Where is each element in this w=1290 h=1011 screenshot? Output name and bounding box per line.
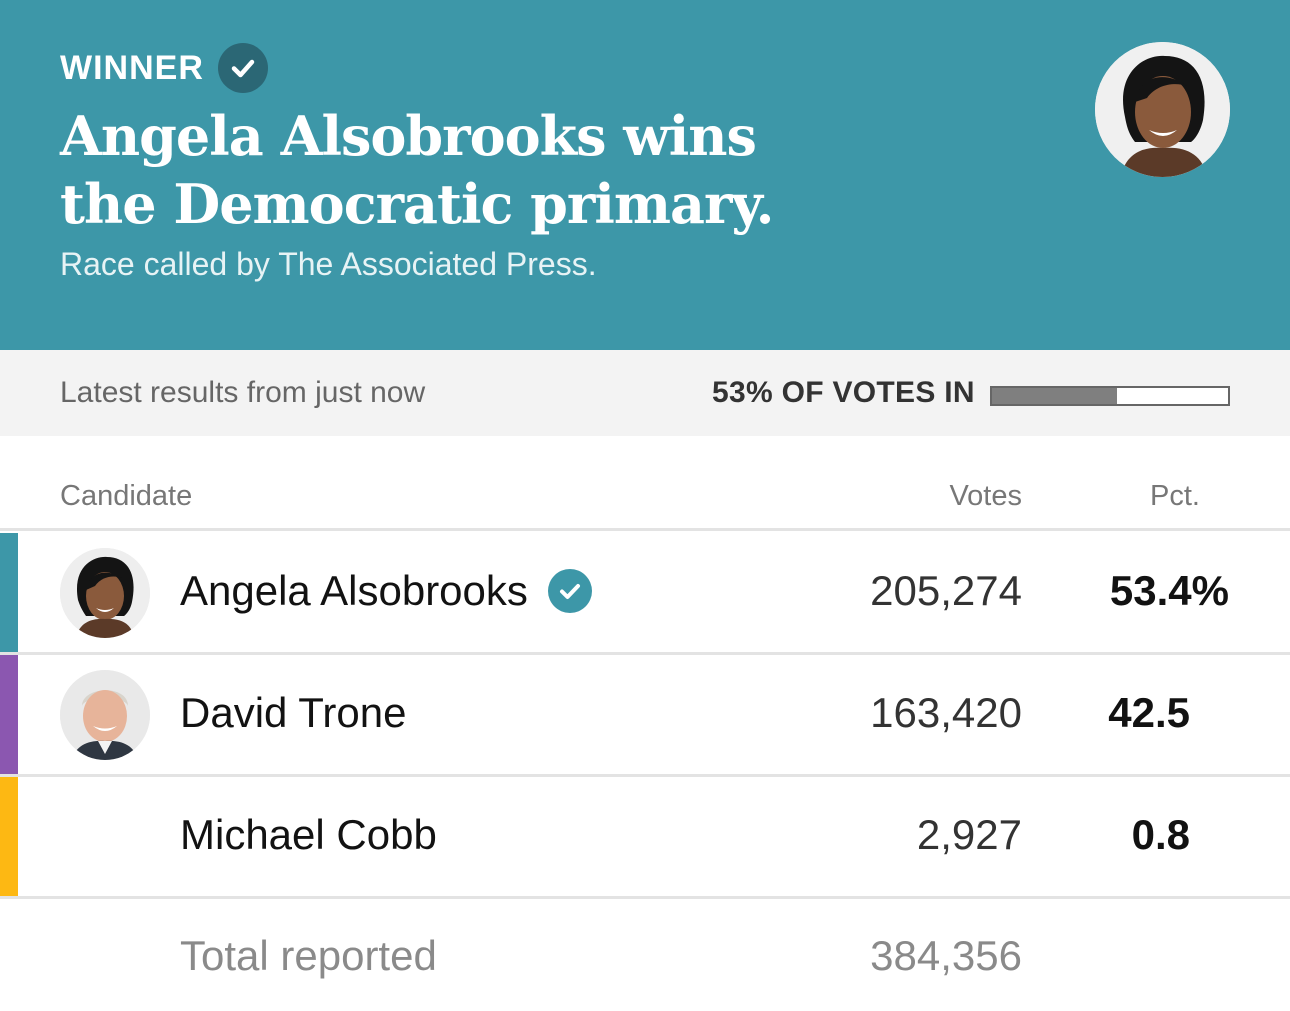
- header-divider: [0, 528, 1290, 531]
- row-divider: [0, 774, 1290, 777]
- candidate-name: Angela Alsobrooks: [180, 567, 528, 614]
- latest-results-text: Latest results from just now: [60, 376, 426, 409]
- check-circle-icon: [217, 43, 268, 93]
- race-called-note: Race called by The Associated Press.: [60, 246, 597, 282]
- avatar: [60, 670, 150, 760]
- candidate-name: Michael Cobb: [180, 811, 437, 858]
- row-divider: [0, 896, 1290, 899]
- candidate-votes: 2,927: [916, 811, 1022, 858]
- table-row: David Trone 163,420 42.5: [0, 655, 1290, 777]
- total-reported-label: Total reported: [180, 932, 437, 979]
- votes-in-progress-bar: [990, 386, 1230, 406]
- page-title: Angela Alsobrooks wins the Democratic pr…: [60, 104, 774, 236]
- candidate-pct: 53.4%: [1109, 567, 1229, 614]
- winner-label: WINNER: [60, 48, 204, 87]
- votes-in-label: 53% OF VOTES IN: [712, 376, 975, 409]
- winner-check-icon: [547, 569, 592, 613]
- party-color-bar: [0, 777, 18, 897]
- row-divider: [0, 652, 1290, 655]
- table-row: Angela Alsobrooks 205,274 53.4%: [0, 533, 1290, 655]
- avatar: [60, 548, 150, 638]
- votes-in-progress-fill: [992, 388, 1118, 404]
- party-color-bar: [0, 533, 18, 653]
- column-header-pct: Pct.: [1150, 480, 1200, 512]
- winner-line: WINNER: [60, 42, 268, 94]
- candidate-votes: 163,420: [870, 689, 1022, 736]
- column-header-votes: Votes: [949, 480, 1022, 512]
- candidate-pct: 42.5: [1108, 689, 1190, 736]
- total-reported-votes: 384,356: [870, 932, 1022, 979]
- winner-portrait-avatar: [1095, 42, 1230, 177]
- candidate-name-group: Angela Alsobrooks: [180, 567, 592, 615]
- candidate-pct: 0.8: [1131, 811, 1190, 858]
- table-row: Michael Cobb 2,927 0.8: [0, 777, 1290, 899]
- winner-banner: WINNER Angela Alsobrooks wins the Democr…: [0, 0, 1290, 350]
- party-color-bar: [0, 655, 18, 775]
- column-header-candidate: Candidate: [60, 480, 193, 512]
- candidate-votes: 205,274: [870, 567, 1022, 614]
- results-status-bar: Latest results from just now 53% OF VOTE…: [0, 350, 1290, 436]
- candidate-name: David Trone: [180, 689, 407, 736]
